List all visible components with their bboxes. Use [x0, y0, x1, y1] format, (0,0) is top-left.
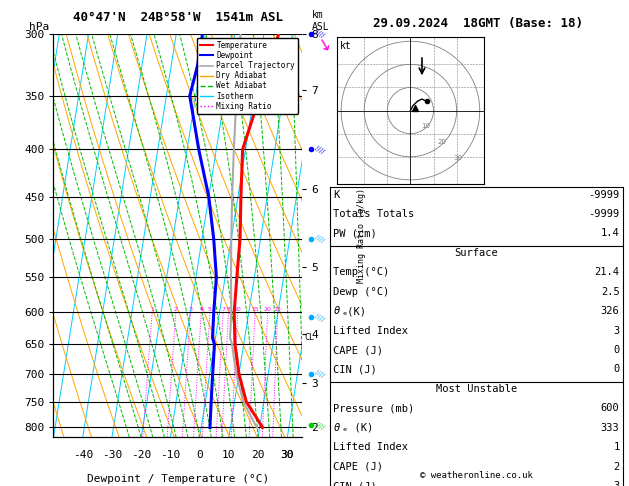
Text: Dewpoint / Temperature (°C): Dewpoint / Temperature (°C) — [87, 474, 269, 484]
Text: 20: 20 — [252, 450, 265, 459]
Text: 20: 20 — [437, 139, 446, 145]
Text: 600: 600 — [601, 403, 620, 414]
Text: Mixing Ratio (g/kg): Mixing Ratio (g/kg) — [357, 188, 365, 283]
Text: km
ASL: km ASL — [312, 10, 330, 32]
Text: Pressure (mb): Pressure (mb) — [333, 403, 415, 414]
Legend: Temperature, Dewpoint, Parcel Trajectory, Dry Adiabat, Wet Adiabat, Isotherm, Mi: Temperature, Dewpoint, Parcel Trajectory… — [196, 38, 298, 114]
Text: ////: //// — [314, 369, 326, 379]
Text: 15: 15 — [251, 307, 259, 312]
Text: θ: θ — [333, 306, 340, 316]
Text: 2: 2 — [613, 462, 620, 472]
Text: 333: 333 — [601, 423, 620, 433]
Text: 5: 5 — [208, 307, 212, 312]
Text: hPa: hPa — [29, 22, 49, 32]
Text: -9999: -9999 — [588, 209, 620, 219]
Text: 3: 3 — [613, 326, 620, 336]
Text: 10: 10 — [421, 123, 431, 129]
Text: 4: 4 — [199, 307, 203, 312]
Text: 21.4: 21.4 — [594, 267, 620, 278]
Text: 0: 0 — [613, 364, 620, 375]
Text: 3: 3 — [189, 307, 192, 312]
Text: Surface: Surface — [455, 248, 498, 258]
Text: 30: 30 — [453, 155, 462, 161]
Text: -20: -20 — [131, 450, 152, 459]
Text: 1.4: 1.4 — [601, 228, 620, 239]
Text: ////: //// — [314, 144, 326, 155]
Text: CIN (J): CIN (J) — [333, 481, 377, 486]
Text: PW (cm): PW (cm) — [333, 228, 377, 239]
Text: K: K — [333, 190, 340, 200]
Text: Lifted Index: Lifted Index — [333, 442, 408, 452]
Text: -10: -10 — [160, 450, 181, 459]
Text: 29.09.2024  18GMT (Base: 18): 29.09.2024 18GMT (Base: 18) — [373, 17, 583, 30]
Text: 25: 25 — [274, 307, 282, 312]
Text: -30: -30 — [102, 450, 122, 459]
Text: 20: 20 — [264, 307, 272, 312]
Text: 30: 30 — [281, 450, 294, 459]
Text: 0: 0 — [613, 345, 620, 355]
Text: 7: 7 — [221, 307, 225, 312]
Text: ////: //// — [314, 420, 326, 431]
Text: ////: //// — [314, 234, 326, 244]
Text: Temp (°C): Temp (°C) — [333, 267, 389, 278]
Text: Most Unstable: Most Unstable — [436, 384, 517, 394]
Text: ₑ(K): ₑ(K) — [342, 306, 367, 316]
Text: -9999: -9999 — [588, 190, 620, 200]
Text: 0: 0 — [196, 450, 203, 459]
Text: CL: CL — [304, 333, 314, 343]
Text: 8: 8 — [226, 307, 230, 312]
Text: 30: 30 — [281, 450, 294, 459]
Text: CAPE (J): CAPE (J) — [333, 462, 383, 472]
Text: 10: 10 — [234, 307, 242, 312]
Text: © weatheronline.co.uk: © weatheronline.co.uk — [420, 471, 533, 480]
Text: Dewp (°C): Dewp (°C) — [333, 287, 389, 297]
Text: kt: kt — [340, 41, 351, 51]
Text: ////: //// — [314, 29, 326, 39]
Text: 10: 10 — [222, 450, 236, 459]
Text: 326: 326 — [601, 306, 620, 316]
Text: Totals Totals: Totals Totals — [333, 209, 415, 219]
Text: θ: θ — [333, 423, 340, 433]
Text: 2.5: 2.5 — [601, 287, 620, 297]
Text: CAPE (J): CAPE (J) — [333, 345, 383, 355]
Text: ////: //// — [314, 312, 326, 322]
Text: 40°47'N  24B°58'W  1541m ASL: 40°47'N 24B°58'W 1541m ASL — [73, 11, 282, 24]
Text: 2: 2 — [174, 307, 178, 312]
Text: 1: 1 — [613, 442, 620, 452]
Text: Lifted Index: Lifted Index — [333, 326, 408, 336]
Text: 1: 1 — [150, 307, 154, 312]
Text: ₑ (K): ₑ (K) — [342, 423, 373, 433]
Text: CIN (J): CIN (J) — [333, 364, 377, 375]
Text: -40: -40 — [72, 450, 93, 459]
Text: 3: 3 — [613, 481, 620, 486]
Text: ↓: ↓ — [314, 33, 335, 55]
